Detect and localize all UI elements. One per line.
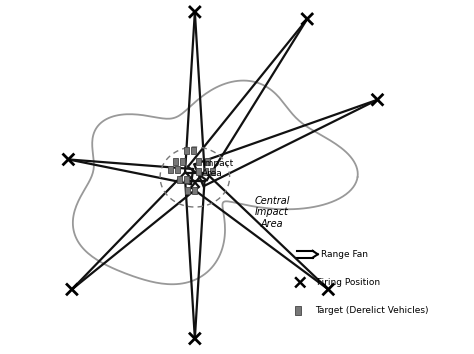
Bar <box>175 166 180 173</box>
Bar <box>196 158 201 165</box>
Bar <box>177 176 182 183</box>
Text: Range Fan: Range Fan <box>321 250 368 259</box>
Bar <box>295 306 301 315</box>
Bar <box>196 168 201 175</box>
Bar <box>185 187 190 194</box>
Bar <box>192 187 197 194</box>
Bar <box>203 168 208 175</box>
Bar <box>191 147 196 154</box>
Bar <box>210 168 215 175</box>
Bar <box>183 176 189 183</box>
Text: Firing Position: Firing Position <box>317 278 380 287</box>
Bar <box>205 158 210 165</box>
Text: Target (Derelict Vehicles): Target (Derelict Vehicles) <box>315 306 428 315</box>
Text: Central
Impact
Area: Central Impact Area <box>255 195 290 229</box>
Bar <box>180 158 185 165</box>
Bar <box>173 158 178 165</box>
Bar <box>168 166 173 173</box>
Bar <box>183 147 189 154</box>
Text: Impact
Area: Impact Area <box>202 159 233 178</box>
